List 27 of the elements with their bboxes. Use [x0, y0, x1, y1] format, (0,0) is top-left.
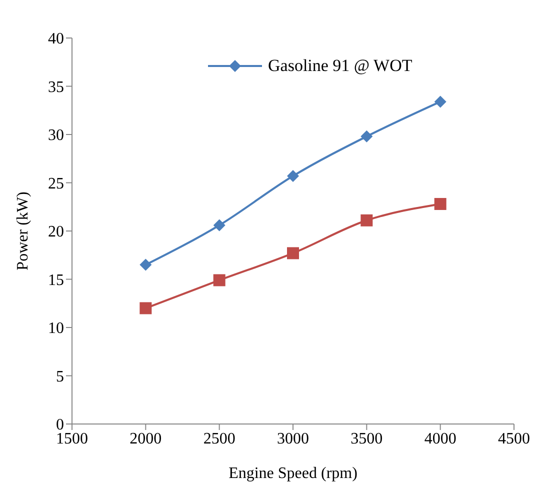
y-tick-label: 25: [48, 175, 64, 192]
point: [287, 247, 299, 260]
y-tick-label: 40: [48, 30, 64, 48]
y-tick-label: 5: [56, 368, 64, 386]
y-tick-label: 15: [48, 272, 64, 289]
y-tick-label: 30: [48, 127, 64, 144]
y-axis-title: Power (kW): [14, 192, 32, 270]
point: [434, 96, 446, 108]
point: [287, 170, 299, 182]
point: [213, 219, 226, 232]
y-tick-label: 10: [48, 320, 64, 338]
x-tick-label: 4000: [424, 430, 456, 448]
x-tick-label: 4500: [498, 430, 530, 448]
x-tick-label: 3000: [277, 430, 309, 448]
point: [360, 214, 373, 226]
point: [360, 130, 373, 142]
point: [213, 274, 226, 286]
x-tick-label: 2000: [130, 430, 162, 448]
legend-label: Gasoline 91 @ WOT: [268, 56, 412, 76]
x-tick-label: 3500: [350, 430, 383, 448]
x-axis-title: Engine Speed (rpm): [228, 465, 358, 482]
point: [140, 302, 152, 314]
y-tick-label: 20: [48, 224, 64, 241]
point: [434, 198, 446, 210]
x-tick-label: 2500: [203, 430, 236, 448]
y-tick-label: 35: [48, 78, 64, 96]
point: [140, 258, 152, 271]
